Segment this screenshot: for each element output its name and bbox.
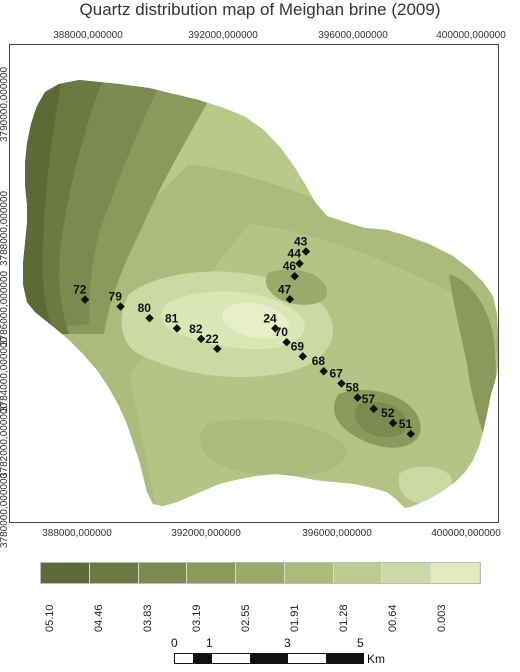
station-44: 44	[288, 247, 304, 268]
legend-swatch	[41, 563, 90, 583]
station-marker	[271, 324, 280, 333]
station-label: 81	[165, 311, 179, 325]
station-label: 67	[329, 366, 343, 380]
station-69: 69	[291, 339, 307, 361]
station-label: 70	[275, 325, 289, 339]
x-tick-top: 388000,000000	[53, 30, 123, 41]
x-tick-top: 400000,000000	[436, 30, 506, 41]
scale-unit: Km	[367, 652, 385, 666]
scale-tick-label: 5	[357, 636, 364, 650]
station-label: 43	[294, 234, 308, 248]
station-marker	[388, 418, 398, 428]
station-label: 58	[346, 381, 360, 395]
station-43: 43	[294, 234, 311, 256]
station-marker	[298, 352, 307, 361]
station-marker	[290, 271, 299, 281]
station-marker	[301, 247, 311, 256]
zone-255-north	[265, 269, 328, 305]
legend-swatch	[284, 563, 334, 583]
station-label: 46	[283, 259, 297, 273]
station-46: 46	[283, 259, 299, 281]
station-label: 68	[312, 354, 326, 368]
station-label: 79	[109, 290, 123, 304]
legend-swatch	[382, 563, 432, 583]
legend-label: 03.83	[142, 604, 154, 632]
map-title: Quartz distribution map of Meighan brine…	[79, 0, 441, 19]
zone-319-east	[449, 274, 496, 444]
legend-label: 05.10	[44, 604, 56, 632]
station-marker	[196, 334, 206, 344]
station-52: 52	[381, 406, 398, 428]
station-label: 44	[288, 247, 302, 261]
x-tick-top: 396000,000000	[318, 30, 388, 41]
legend-label: 00.64	[387, 604, 399, 632]
station-marker	[369, 404, 378, 414]
station-marker	[295, 259, 304, 268]
station-label: 24	[263, 311, 277, 325]
station-marker	[213, 344, 222, 354]
legend-label: 0.003	[436, 604, 448, 632]
zone-383-south	[354, 402, 408, 438]
station-51: 51	[399, 417, 416, 439]
station-marker	[282, 337, 291, 347]
x-tick-bottom: 388000,000000	[42, 528, 112, 539]
station-label: 52	[381, 406, 395, 420]
station-82: 82	[189, 322, 206, 344]
legend-swatch	[89, 563, 139, 583]
station-58: 58	[346, 381, 362, 402]
station-22: 22	[205, 332, 222, 354]
legend-swatch	[236, 563, 285, 583]
station-79: 79	[109, 290, 125, 311]
station-marker	[80, 295, 90, 304]
legend-label: 02.55	[240, 604, 252, 632]
scale-tick-label: 1	[206, 636, 213, 650]
station-label: 72	[73, 283, 87, 297]
station-marker	[337, 379, 346, 388]
legend-label: 01.91	[289, 604, 301, 632]
x-tick-top: 392000,000000	[188, 30, 258, 41]
station-marker	[319, 366, 328, 376]
legend-label: 03.19	[191, 604, 203, 632]
color-legend	[40, 562, 481, 584]
station-label: 51	[399, 417, 413, 431]
legend-label: 04.46	[93, 604, 105, 632]
zone-128-south	[200, 419, 347, 477]
station-marker	[172, 324, 182, 333]
station-marker	[353, 393, 362, 402]
station-label: 80	[138, 301, 152, 315]
x-tick-bottom: 392000,000000	[171, 528, 241, 539]
legend-label: 01.28	[338, 604, 350, 632]
map-frame	[9, 44, 499, 523]
scale-tick-label: 3	[284, 636, 291, 650]
station-57: 57	[362, 392, 378, 414]
legend-swatch	[431, 563, 481, 583]
station-label: 69	[291, 339, 305, 353]
station-marker	[406, 429, 416, 439]
station-24: 24	[263, 311, 280, 333]
x-tick-bottom: 400000,000000	[431, 528, 501, 539]
scale-bar	[174, 653, 364, 664]
station-label: 22	[205, 332, 219, 346]
legend-swatch	[138, 563, 188, 583]
station-72: 72	[73, 283, 90, 304]
legend-swatch	[187, 563, 237, 583]
scale-tick-label: 0	[171, 636, 178, 650]
x-tick-bottom: 396000,000000	[302, 528, 372, 539]
station-marker	[285, 295, 295, 304]
station-68: 68	[312, 354, 328, 376]
station-47: 47	[278, 282, 295, 304]
station-80: 80	[138, 301, 154, 323]
station-label: 57	[362, 392, 376, 406]
station-67: 67	[329, 366, 346, 388]
station-81: 81	[165, 311, 182, 333]
legend-swatch	[333, 563, 383, 583]
station-label: 82	[189, 322, 203, 336]
station-label: 47	[278, 282, 292, 296]
station-marker	[145, 313, 154, 323]
station-70: 70	[275, 325, 291, 347]
station-marker	[116, 302, 125, 311]
